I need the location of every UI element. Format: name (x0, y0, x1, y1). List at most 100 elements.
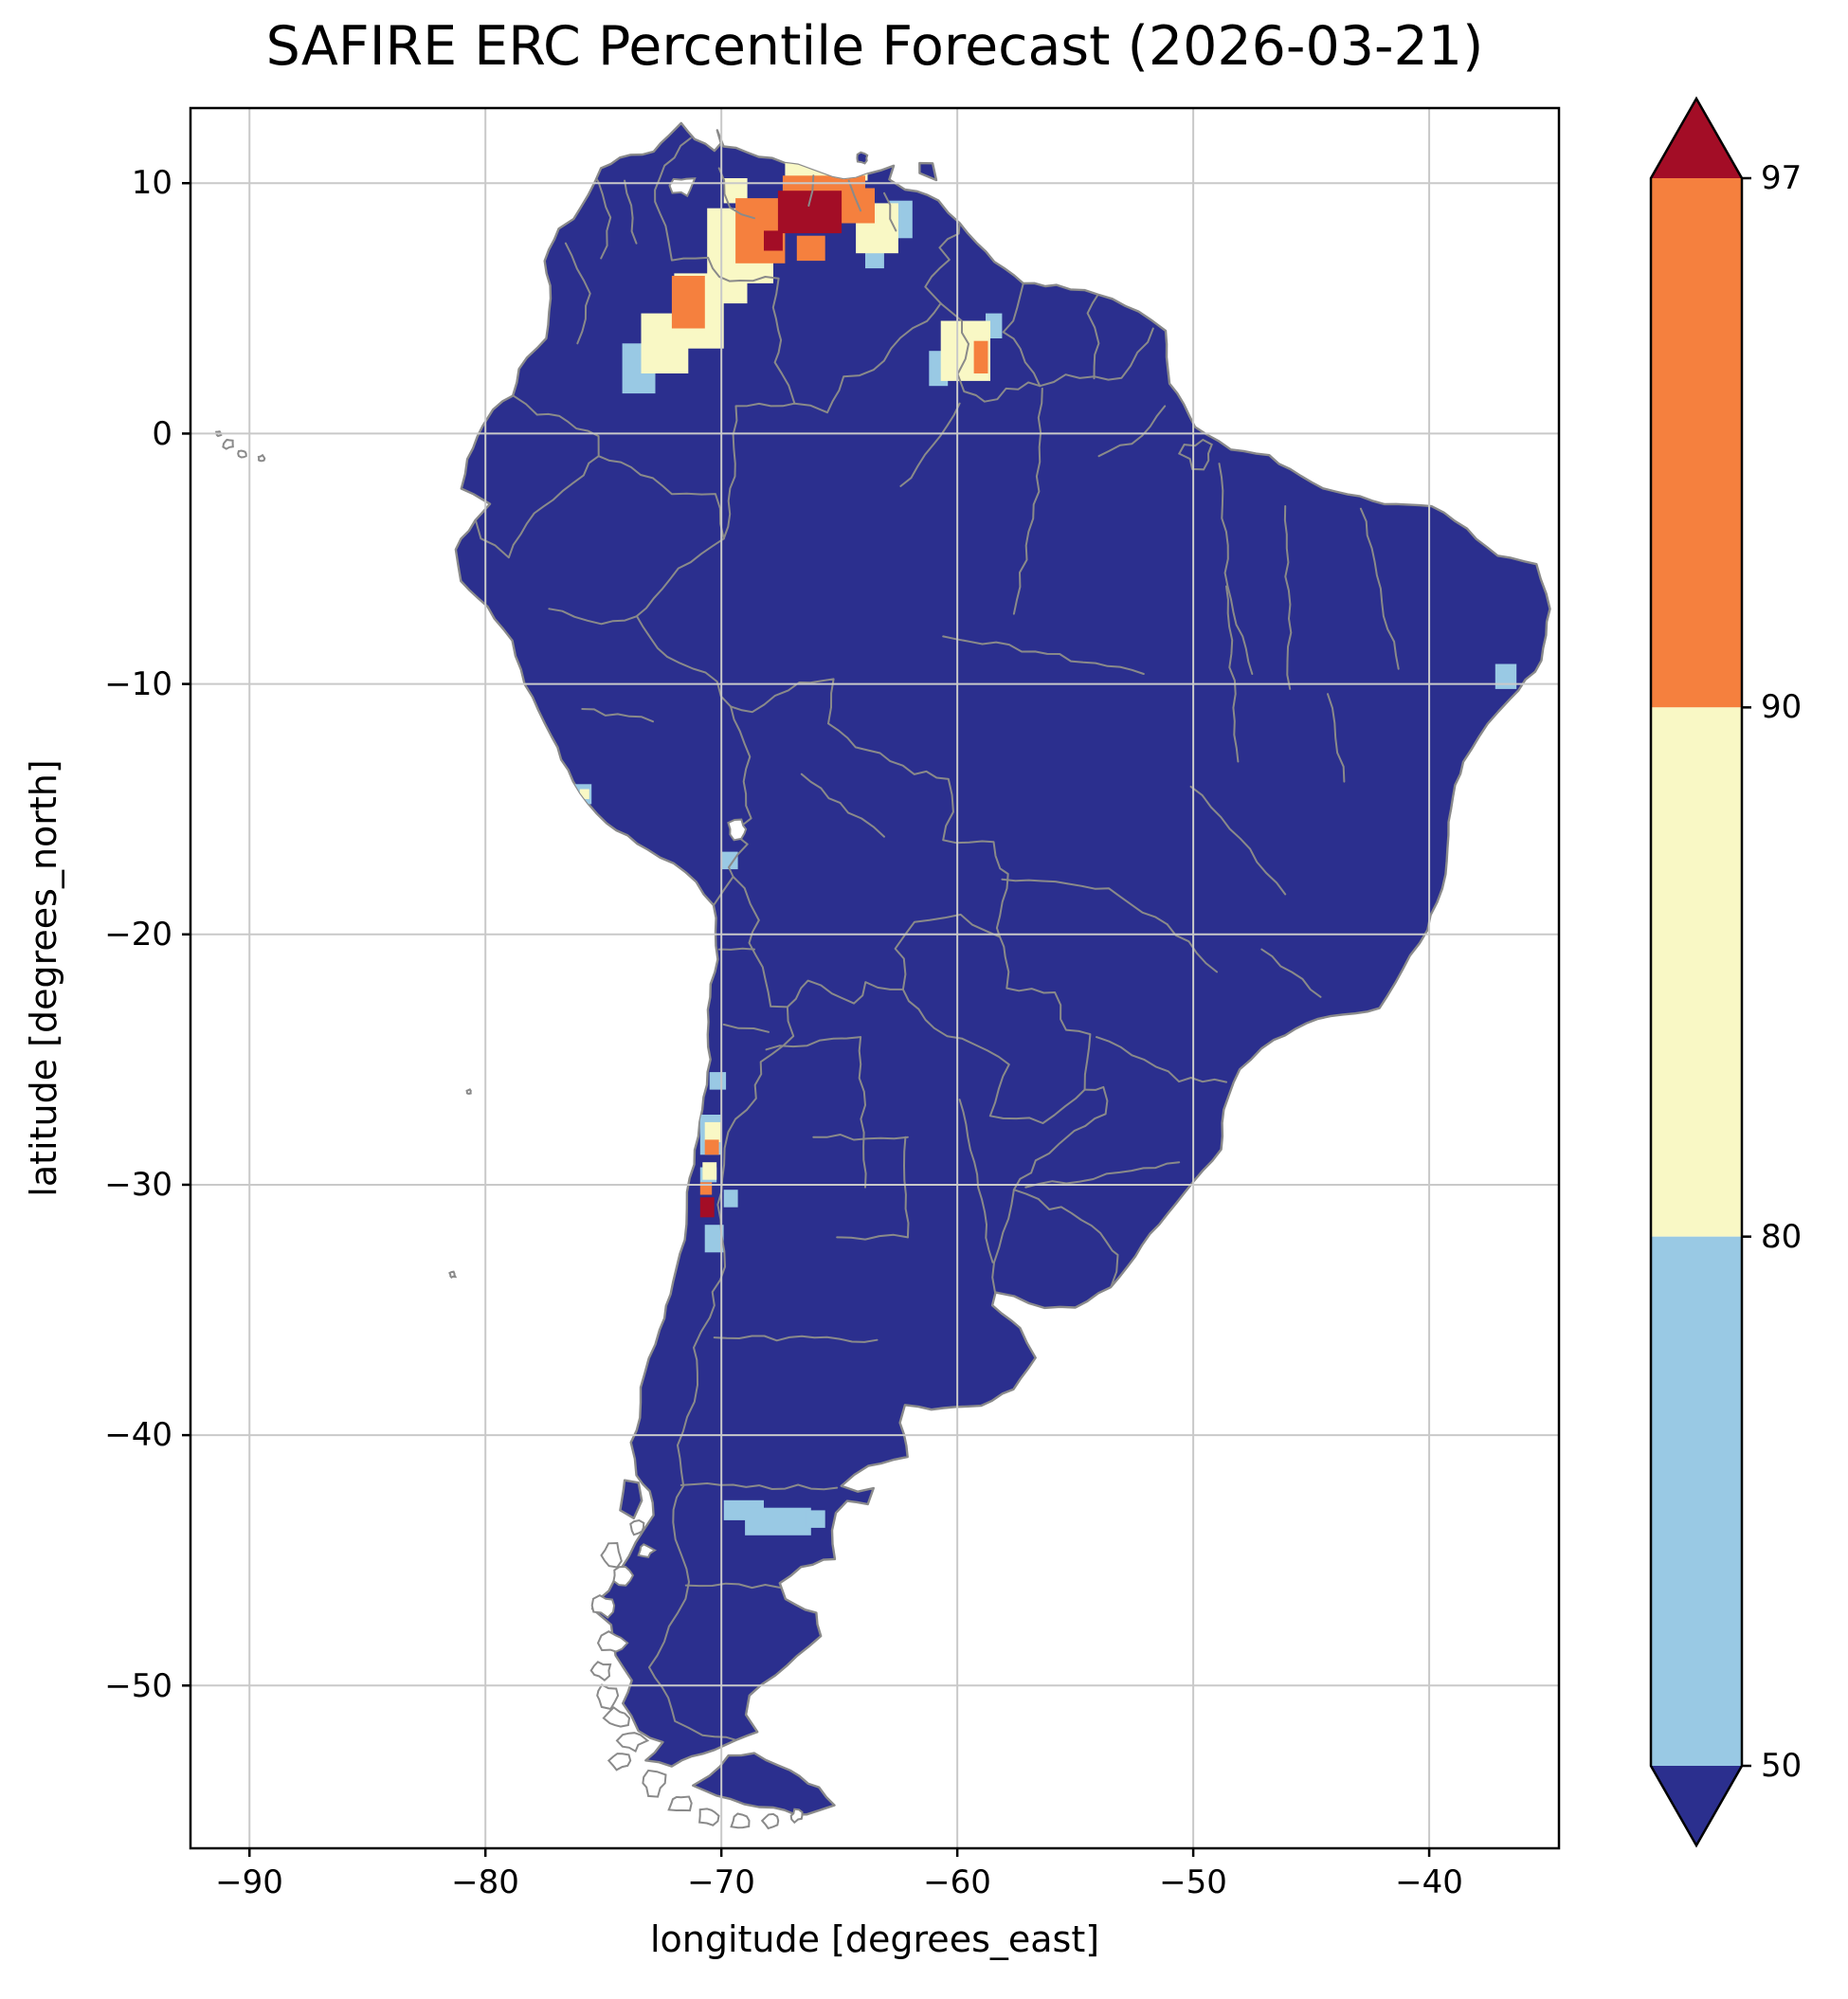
percentile-cell (579, 789, 589, 800)
admin-boundary (713, 876, 734, 906)
island-outline (667, 1795, 693, 1812)
admin-boundary (1260, 948, 1322, 998)
admin-boundary (939, 302, 1042, 403)
island-outline (222, 438, 234, 450)
admin-boundary (1012, 387, 1043, 615)
y-tick-label: −10 (104, 665, 172, 703)
colorbar-tick-label: 50 (1761, 1747, 1803, 1785)
island-outline (465, 1088, 472, 1095)
y-tick-label: −30 (104, 1166, 172, 1204)
island-outline (615, 1732, 650, 1754)
island-outline (760, 1812, 780, 1830)
admin-boundary (899, 402, 961, 487)
admin-boundary (597, 455, 725, 540)
map-plot (182, 106, 1561, 1857)
x-tick-label: −80 (451, 1863, 519, 1901)
island-outline (637, 1543, 657, 1558)
island-outline (596, 1630, 629, 1653)
admin-boundary (1189, 785, 1287, 896)
admin-boundary (999, 936, 1092, 1091)
percentile-cell (777, 191, 842, 234)
island-outline (589, 1661, 612, 1681)
admin-boundary (1012, 1189, 1119, 1289)
admin-boundary (679, 1482, 839, 1491)
island-outline (629, 1518, 645, 1536)
admin-boundary (1039, 327, 1154, 388)
y-axis-label: latitude [degrees_north] (23, 759, 64, 1197)
island-landmass (1177, 438, 1213, 471)
x-tick-label: −70 (687, 1863, 755, 1901)
colorbar-extend-max (1651, 99, 1742, 178)
percentile-cell (794, 128, 821, 154)
admin-boundary (1001, 878, 1169, 926)
y-tick-label: −50 (104, 1667, 172, 1705)
island-outline (257, 453, 266, 463)
admin-boundary (1327, 693, 1346, 783)
colorbar-tick-label: 97 (1761, 159, 1803, 197)
island-outline (602, 1706, 631, 1728)
admin-boundary (717, 167, 755, 220)
admin-boundary (858, 1036, 867, 1189)
chart-title: SAFIRE ERC Percentile Forecast (2026-03-… (265, 15, 1484, 78)
colorbar-segment (1651, 1236, 1742, 1766)
admin-boundary (722, 402, 796, 540)
plot-frame (189, 106, 1561, 1850)
admin-boundary (807, 174, 815, 207)
percentile-cell (806, 1510, 825, 1528)
admin-boundary (1024, 1161, 1181, 1189)
y-tick-label: 0 (152, 415, 172, 453)
island-outline (600, 1541, 623, 1569)
admin-boundary (624, 179, 638, 245)
percentile-cell (842, 130, 859, 146)
admin-boundary (793, 302, 942, 414)
percentile-cell (745, 1507, 811, 1536)
admin-boundary (1096, 1036, 1227, 1083)
island-outline (789, 1808, 804, 1825)
island-outline (612, 1565, 635, 1587)
admin-boundary (564, 242, 591, 345)
landmass (692, 1752, 836, 1816)
percentile-cell (704, 1139, 719, 1155)
admin-boundary (1283, 505, 1293, 690)
colorbar-segment (1651, 707, 1742, 1237)
admin-boundary (786, 979, 904, 1009)
lake-outline (727, 818, 748, 842)
percentile-cell (704, 1225, 724, 1253)
percentile-cell (709, 1072, 727, 1090)
admin-boundary (1359, 507, 1400, 670)
island-outline (237, 449, 247, 459)
admin-boundary (717, 947, 755, 951)
colorbar-segment (1651, 178, 1742, 708)
percentile-cell (671, 276, 705, 329)
percentile-cell (796, 235, 825, 262)
admin-boundary (812, 1134, 909, 1141)
island-landmass (856, 151, 869, 165)
colorbar-tick-label: 90 (1761, 688, 1803, 726)
admin-boundary (958, 1099, 994, 1263)
percentile-cell (973, 340, 988, 373)
landmass (918, 161, 938, 182)
colorbar-extend-min (1651, 1766, 1742, 1845)
percentile-cells (572, 128, 1517, 1536)
admin-boundary (713, 1335, 879, 1343)
island-outline (730, 1812, 751, 1829)
admin-boundary (847, 179, 862, 212)
admin-boundary (800, 772, 885, 838)
admin-boundary (924, 222, 961, 305)
map-canvas (190, 108, 1559, 1848)
admin-boundary (730, 678, 1009, 938)
x-axis-label: longitude [degrees_east] (649, 1918, 1100, 1960)
y-tick-label: −40 (104, 1416, 172, 1454)
y-tick-label: −20 (104, 916, 172, 954)
grid (190, 108, 1559, 1848)
admin-boundary (728, 705, 752, 878)
admin-boundary (1097, 405, 1167, 458)
admin-boundary (991, 1189, 1015, 1294)
admin-boundary (894, 913, 1001, 990)
island-outline (642, 1769, 667, 1798)
admin-boundary (648, 1006, 795, 1742)
percentile-cell (723, 1190, 738, 1208)
colorbar-tick-label: 80 (1761, 1218, 1803, 1256)
admin-boundary (901, 988, 1086, 1124)
